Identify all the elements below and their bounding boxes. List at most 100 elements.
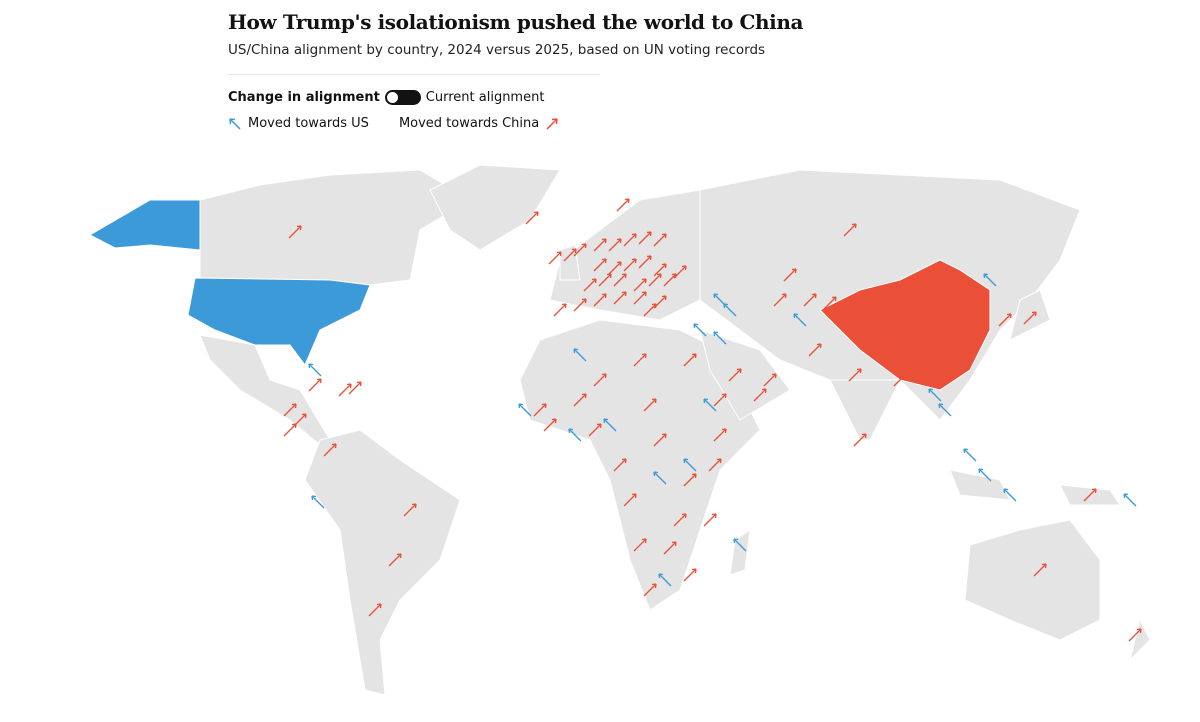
arrow-towards-china-icon [663,273,677,287]
arrow-towards-china-icon [548,251,562,265]
arrow-towards-china-icon [753,388,767,402]
arrow-towards-us-icon [983,273,997,287]
arrow-towards-us-icon [568,428,582,442]
arrow-towards-us-icon [518,403,532,417]
arrow-towards-us-icon [938,403,952,417]
arrow-towards-china-icon [623,233,637,247]
arrow-towards-us-icon [658,573,672,587]
arrow-towards-us-icon [1003,488,1017,502]
arrow-towards-us-icon [713,331,727,345]
arrow-towards-china-icon [1033,563,1047,577]
arrow-towards-china-icon [763,373,777,387]
arrow-towards-china-icon [653,233,667,247]
arrow-towards-us-icon [693,323,707,337]
arrow-towards-china-icon [853,433,867,447]
country-uk[interactable] [559,244,581,281]
arrow-towards-china-icon [653,263,667,277]
arrow-towards-us-icon [573,348,587,362]
arrow-towards-china-icon [708,458,722,472]
arrow-towards-china-icon [1083,488,1097,502]
arrow-towards-china-icon [633,538,647,552]
arrow-towards-china-icon [608,261,622,275]
toggle-label-change[interactable]: Change in alignment [228,90,380,105]
arrow-towards-china-icon [573,243,587,257]
arrow-towards-china-icon [893,373,907,387]
arrow-towards-china-icon [643,583,657,597]
arrow-towards-us-icon [683,458,697,472]
arrow-towards-china-icon [843,223,857,237]
arrow-towards-china-icon [553,303,567,317]
arrow-towards-china-icon [1128,628,1142,642]
arrow-towards-china-icon [573,298,587,312]
legend-label-china: Moved towards China [398,116,540,131]
legend-item-us: Moved towards US [228,116,369,131]
arrow-towards-us-icon [308,363,322,377]
arrow-towards-china-icon [613,458,627,472]
country-canada[interactable] [199,169,471,286]
arrow-towards-china-icon [368,603,382,617]
alignment-toggle-row: Change in alignment Current alignment [228,90,544,105]
arrow-towards-us-icon [963,448,977,462]
country-indonesia[interactable] [949,469,1011,501]
arrow-towards-china-icon [683,473,697,487]
country-greenland[interactable] [429,164,561,251]
country-india[interactable] [829,379,901,441]
arrow-towards-china-icon [593,238,607,252]
chart-subtitle: US/China alignment by country, 2024 vers… [228,42,766,58]
arrow-towards-china-icon [653,433,667,447]
arrow-towards-us-icon [1123,493,1137,507]
legend-label-us: Moved towards US [248,116,369,131]
arrow-towards-china-icon [623,493,637,507]
legend-item-china: Moved towards China [399,116,559,131]
arrow-towards-china-icon [608,238,622,252]
country-new-zealand[interactable] [1129,618,1151,662]
arrow-towards-china-icon [323,443,337,457]
arrow-towards-us-icon [928,388,942,402]
arrow-towards-china-icon [883,343,897,357]
arrow-towards-china-icon [643,398,657,412]
arrow-towards-china-icon [593,293,607,307]
arrow-towards-china-icon [803,293,817,307]
arrow-towards-china-icon [998,313,1012,327]
toggle-label-current[interactable]: Current alignment [425,90,545,105]
arrow-towards-china-icon [338,383,352,397]
country-japan[interactable] [1009,289,1051,341]
country-australia[interactable] [964,519,1101,641]
arrow-towards-china-icon [588,423,602,437]
country-china[interactable] [819,259,991,391]
country-madagascar[interactable] [729,528,751,576]
arrow-towards-us-icon [793,313,807,327]
arrow-towards-us-icon [733,538,747,552]
arrow-towards-us-icon [703,398,717,412]
country-alaska[interactable] [88,199,211,251]
country-south-america[interactable] [304,429,461,696]
arrow-towards-china-icon [613,273,627,287]
arrow-towards-china-icon [673,513,687,527]
arrow-towards-china-icon [633,278,647,292]
arrow-towards-china-icon [653,295,667,309]
alignment-toggle-switch[interactable] [384,90,421,105]
arrow-towards-china-icon [543,418,557,432]
toggle-knob [386,92,398,103]
country-africa[interactable] [519,319,761,611]
arrow-towards-china-icon [783,268,797,282]
country-usa[interactable] [187,277,371,366]
arrow-towards-china-icon [713,393,727,407]
country-arabia[interactable] [699,329,791,421]
arrow-towards-china-icon [623,258,637,272]
arrow-up-right-icon [546,117,558,130]
arrow-towards-china-icon [638,231,652,245]
arrow-towards-china-icon [613,291,627,305]
arrow-up-left-icon [229,117,241,130]
arrow-towards-us-icon [653,471,667,485]
arrow-towards-us-icon [723,303,737,317]
arrow-towards-china-icon [683,353,697,367]
arrow-towards-china-icon [633,291,647,305]
arrow-towards-china-icon [583,278,597,292]
arrow-towards-china-icon [308,378,322,392]
chart-title: How Trump's isolationism pushed the worl… [228,10,804,34]
arrow-towards-china-icon [703,513,717,527]
arrow-towards-china-icon [728,368,742,382]
arrow-towards-china-icon [616,198,630,212]
